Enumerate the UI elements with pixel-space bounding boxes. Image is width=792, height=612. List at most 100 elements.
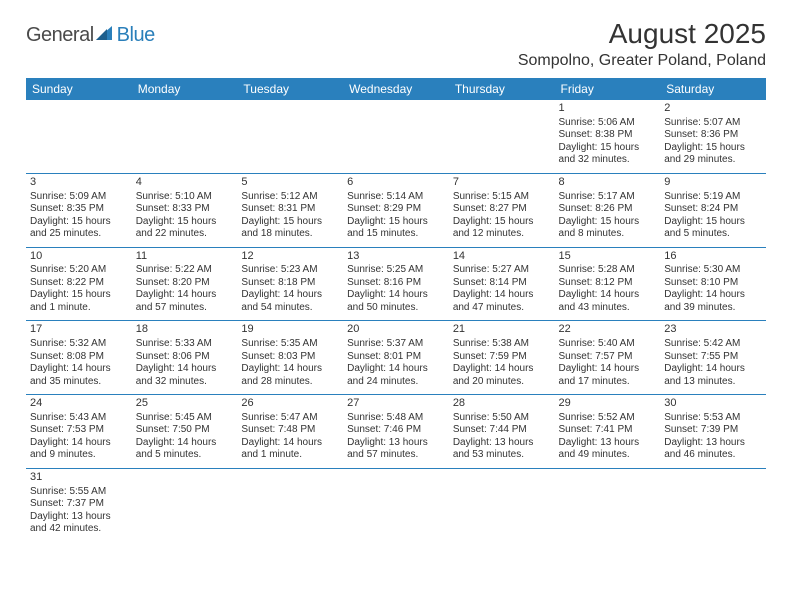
calendar-row: 10Sunrise: 5:20 AMSunset: 8:22 PMDayligh… — [26, 247, 766, 321]
calendar-cell: 6Sunrise: 5:14 AMSunset: 8:29 PMDaylight… — [343, 173, 449, 247]
calendar-cell: 16Sunrise: 5:30 AMSunset: 8:10 PMDayligh… — [660, 247, 766, 321]
calendar-cell: 8Sunrise: 5:17 AMSunset: 8:26 PMDaylight… — [555, 173, 661, 247]
daylight-line: Daylight: 14 hours and 5 minutes. — [136, 437, 234, 462]
calendar-cell: 9Sunrise: 5:19 AMSunset: 8:24 PMDaylight… — [660, 173, 766, 247]
calendar-cell: 11Sunrise: 5:22 AMSunset: 8:20 PMDayligh… — [132, 247, 238, 321]
calendar-cell: 15Sunrise: 5:28 AMSunset: 8:12 PMDayligh… — [555, 247, 661, 321]
daylight-line: Daylight: 15 hours and 25 minutes. — [30, 216, 128, 241]
logo-sail-icon — [94, 24, 114, 47]
daylight-line: Daylight: 14 hours and 28 minutes. — [241, 363, 339, 388]
calendar-cell: 7Sunrise: 5:15 AMSunset: 8:27 PMDaylight… — [449, 173, 555, 247]
day-header: Wednesday — [343, 78, 449, 100]
calendar-row: 1Sunrise: 5:06 AMSunset: 8:38 PMDaylight… — [26, 100, 766, 173]
day-number: 27 — [347, 397, 445, 411]
sunset-line: Sunset: 8:24 PM — [664, 203, 762, 216]
sunrise-line: Sunrise: 5:07 AM — [664, 117, 762, 130]
daylight-line: Daylight: 13 hours and 57 minutes. — [347, 437, 445, 462]
calendar-cell: 26Sunrise: 5:47 AMSunset: 7:48 PMDayligh… — [237, 395, 343, 469]
sunset-line: Sunset: 7:48 PM — [241, 424, 339, 437]
calendar-cell: 23Sunrise: 5:42 AMSunset: 7:55 PMDayligh… — [660, 321, 766, 395]
daylight-line: Daylight: 14 hours and 17 minutes. — [559, 363, 657, 388]
sunset-line: Sunset: 7:46 PM — [347, 424, 445, 437]
day-number: 3 — [30, 176, 128, 190]
daylight-line: Daylight: 13 hours and 46 minutes. — [664, 437, 762, 462]
day-header: Saturday — [660, 78, 766, 100]
calendar-cell: 4Sunrise: 5:10 AMSunset: 8:33 PMDaylight… — [132, 173, 238, 247]
sunset-line: Sunset: 8:10 PM — [664, 277, 762, 290]
sunrise-line: Sunrise: 5:32 AM — [30, 338, 128, 351]
sunrise-line: Sunrise: 5:55 AM — [30, 486, 128, 499]
day-number: 21 — [453, 323, 551, 337]
sunset-line: Sunset: 8:29 PM — [347, 203, 445, 216]
sunrise-line: Sunrise: 5:42 AM — [664, 338, 762, 351]
sunrise-line: Sunrise: 5:19 AM — [664, 191, 762, 204]
sunrise-line: Sunrise: 5:09 AM — [30, 191, 128, 204]
sunset-line: Sunset: 7:53 PM — [30, 424, 128, 437]
sunrise-line: Sunrise: 5:50 AM — [453, 412, 551, 425]
calendar-cell: 24Sunrise: 5:43 AMSunset: 7:53 PMDayligh… — [26, 395, 132, 469]
calendar-cell-empty — [132, 468, 238, 541]
sunrise-line: Sunrise: 5:37 AM — [347, 338, 445, 351]
daylight-line: Daylight: 15 hours and 5 minutes. — [664, 216, 762, 241]
day-number: 20 — [347, 323, 445, 337]
calendar-body: 1Sunrise: 5:06 AMSunset: 8:38 PMDaylight… — [26, 100, 766, 542]
calendar-cell-empty — [343, 468, 449, 541]
sunset-line: Sunset: 8:06 PM — [136, 351, 234, 364]
sunrise-line: Sunrise: 5:10 AM — [136, 191, 234, 204]
day-number: 17 — [30, 323, 128, 337]
daylight-line: Daylight: 15 hours and 1 minute. — [30, 289, 128, 314]
day-header: Monday — [132, 78, 238, 100]
day-number: 31 — [30, 471, 128, 485]
sunset-line: Sunset: 8:38 PM — [559, 129, 657, 142]
daylight-line: Daylight: 14 hours and 50 minutes. — [347, 289, 445, 314]
calendar-row: 17Sunrise: 5:32 AMSunset: 8:08 PM Dayligh… — [26, 321, 766, 395]
sunrise-line: Sunrise: 5:30 AM — [664, 264, 762, 277]
day-number: 5 — [241, 176, 339, 190]
day-header: Thursday — [449, 78, 555, 100]
day-header: Friday — [555, 78, 661, 100]
day-number: 26 — [241, 397, 339, 411]
sunrise-line: Sunrise: 5:28 AM — [559, 264, 657, 277]
sunrise-line: Sunrise: 5:45 AM — [136, 412, 234, 425]
day-number: 12 — [241, 250, 339, 264]
day-number: 22 — [559, 323, 657, 337]
day-number: 30 — [664, 397, 762, 411]
sunset-line: Sunset: 8:12 PM — [559, 277, 657, 290]
day-number: 16 — [664, 250, 762, 264]
month-title: August 2025 — [518, 18, 766, 50]
sunset-line: Sunset: 8:18 PM — [241, 277, 339, 290]
sunset-line: Sunset: 8:33 PM — [136, 203, 234, 216]
day-number: 24 — [30, 397, 128, 411]
sunrise-line: Sunrise: 5:06 AM — [559, 117, 657, 130]
location: Sompolno, Greater Poland, Poland — [518, 52, 766, 70]
day-number: 28 — [453, 397, 551, 411]
daylight-line: Daylight: 15 hours and 18 minutes. — [241, 216, 339, 241]
calendar-cell: 30Sunrise: 5:53 AMSunset: 7:39 PMDayligh… — [660, 395, 766, 469]
daylight-line: Daylight: 14 hours and 43 minutes. — [559, 289, 657, 314]
calendar-cell: 19Sunrise: 5:35 AMSunset: 8:03 PMDayligh… — [237, 321, 343, 395]
sunrise-line: Sunrise: 5:12 AM — [241, 191, 339, 204]
sunrise-line: Sunrise: 5:47 AM — [241, 412, 339, 425]
calendar-cell: 1Sunrise: 5:06 AMSunset: 8:38 PMDaylight… — [555, 100, 661, 173]
daylight-line: Daylight: 13 hours and 53 minutes. — [453, 437, 551, 462]
sunset-line: Sunset: 7:37 PM — [30, 498, 128, 511]
day-header: Tuesday — [237, 78, 343, 100]
calendar-cell: 22Sunrise: 5:40 AMSunset: 7:57 PMDayligh… — [555, 321, 661, 395]
sunset-line: Sunset: 8:26 PM — [559, 203, 657, 216]
sunrise-line: Sunrise: 5:35 AM — [241, 338, 339, 351]
calendar-cell-empty — [26, 100, 132, 173]
sunset-line: Sunset: 8:01 PM — [347, 351, 445, 364]
sunset-line: Sunset: 7:44 PM — [453, 424, 551, 437]
day-number: 9 — [664, 176, 762, 190]
sunset-line: Sunset: 8:20 PM — [136, 277, 234, 290]
sunset-line: Sunset: 8:31 PM — [241, 203, 339, 216]
day-number: 8 — [559, 176, 657, 190]
calendar-cell-empty — [660, 468, 766, 541]
sunset-line: Sunset: 8:08 PM — [30, 351, 128, 364]
day-number: 2 — [664, 102, 762, 116]
sunset-line: Sunset: 7:55 PM — [664, 351, 762, 364]
sunrise-line: Sunrise: 5:15 AM — [453, 191, 551, 204]
daylight-line: Daylight: 15 hours and 32 minutes. — [559, 142, 657, 167]
daylight-line: Daylight: 14 hours and 9 minutes. — [30, 437, 128, 462]
sunrise-line: Sunrise: 5:20 AM — [30, 264, 128, 277]
